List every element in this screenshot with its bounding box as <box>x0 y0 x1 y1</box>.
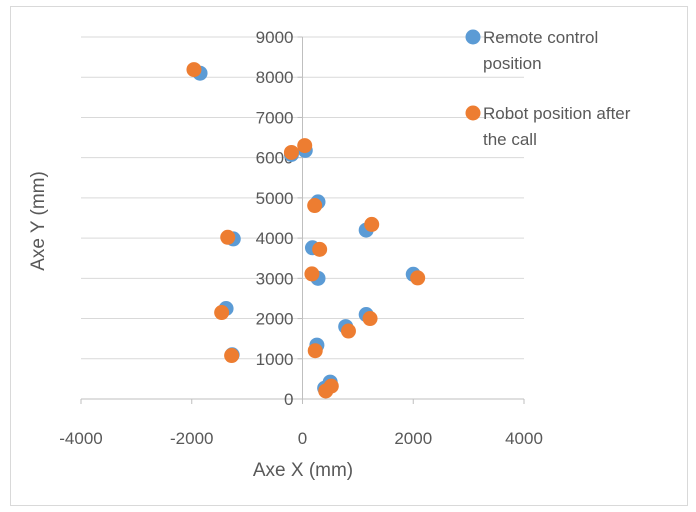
data-point <box>297 138 313 154</box>
legend: Remote control position Robot position aft… <box>465 28 631 149</box>
y-tick-label: 3000 <box>256 269 294 288</box>
y-tick-label: 2000 <box>256 310 294 329</box>
tick-labels: 0100020003000400050006000700080009000-40… <box>59 28 543 448</box>
data-point <box>304 266 320 282</box>
data-point <box>186 62 202 78</box>
data-point <box>307 343 323 359</box>
data-point <box>220 229 236 245</box>
y-axis-title: Axe Y (mm) <box>28 171 49 271</box>
data-point <box>318 383 334 399</box>
data-point <box>364 216 380 232</box>
chart-frame: 0 1000 2000 3000 4000 5000 6000 7000 8000 9000 -40… <box>10 6 688 506</box>
x-tick-label: 2000 <box>394 429 432 448</box>
y-tick-label: 1000 <box>256 350 294 369</box>
legend-marker <box>465 29 481 45</box>
x-tick-label: 0 <box>298 429 307 448</box>
y-tick-label: 5000 <box>256 189 294 208</box>
y-tick-label: 0 <box>284 390 293 409</box>
y-tick-label: 4000 <box>256 229 294 248</box>
x-tick-label: 4000 <box>505 429 543 448</box>
axes <box>80 36 525 404</box>
data-point <box>283 144 299 160</box>
scatter-chart: 0100020003000400050006000700080009000-40… <box>28 28 631 481</box>
series-2 <box>186 62 426 399</box>
data-point <box>362 311 378 327</box>
x-tick-label: -2000 <box>170 429 213 448</box>
data-point <box>410 270 426 286</box>
data-point <box>340 323 356 339</box>
data-point <box>307 198 323 214</box>
legend-label: Remote control position <box>483 28 598 73</box>
data-point <box>224 348 240 364</box>
y-tick-label: 8000 <box>256 68 294 87</box>
x-axis-title: Axe X (mm) <box>253 460 353 481</box>
legend-item: Remote control position <box>465 28 598 73</box>
legend-item: Robot position after the call <box>465 104 631 149</box>
legend-marker <box>465 105 481 121</box>
legend-label: Robot position after the call <box>483 104 631 149</box>
y-tick-label: 9000 <box>256 28 294 47</box>
y-tick-label: 7000 <box>256 108 294 127</box>
data-point <box>214 305 230 321</box>
data-point <box>312 241 328 257</box>
data-points <box>186 62 426 399</box>
x-tick-label: -4000 <box>59 429 102 448</box>
